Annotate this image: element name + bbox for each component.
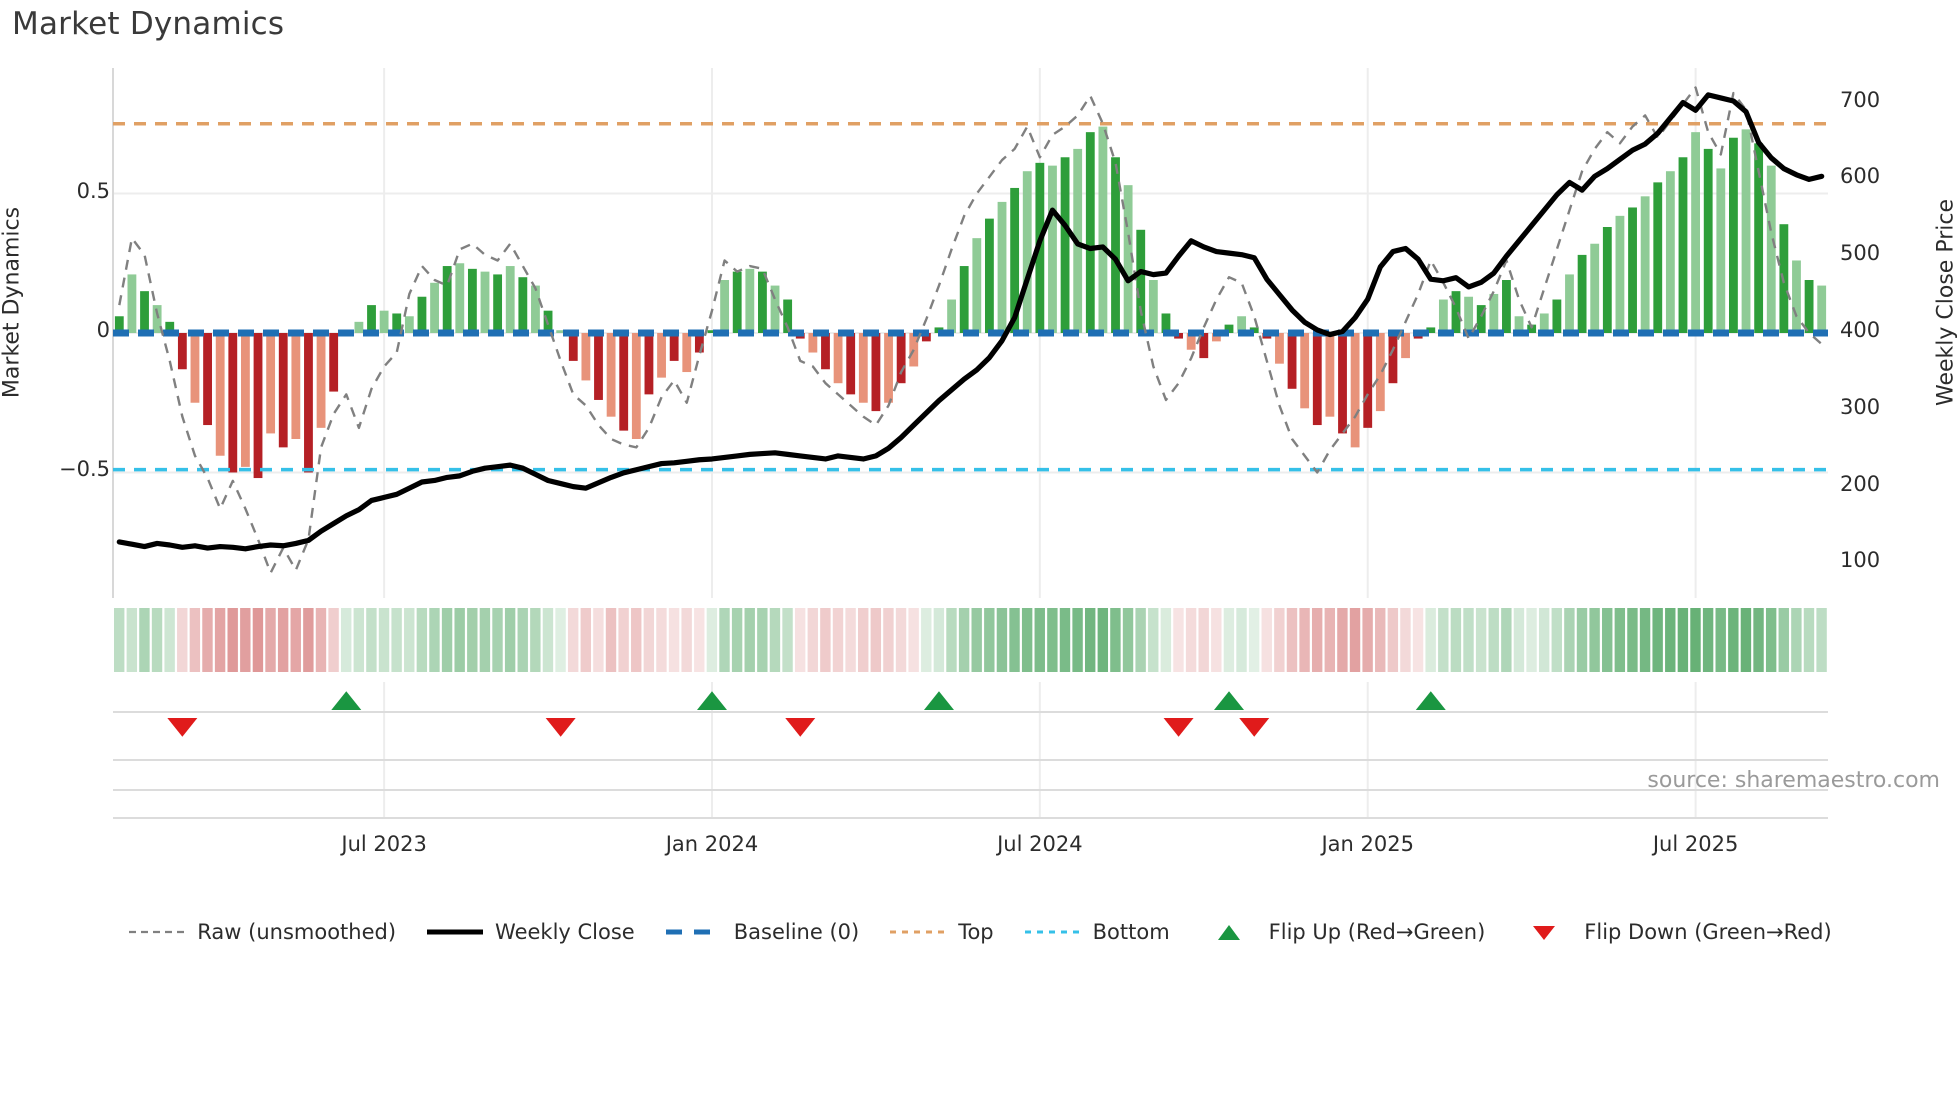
y-axis-left-tick: 0.5 bbox=[76, 178, 110, 203]
legend-item-weekly-close[interactable]: Weekly Close bbox=[426, 920, 635, 944]
legend-label: Bottom bbox=[1092, 920, 1170, 944]
y-axis-right-tick: 500 bbox=[1840, 241, 1881, 266]
legend-label: Raw (unsmoothed) bbox=[197, 920, 397, 944]
legend-label: Weekly Close bbox=[495, 920, 635, 944]
legend-label: Flip Down (Green→Red) bbox=[1584, 920, 1832, 944]
solid-black-line-icon bbox=[426, 922, 484, 942]
dotted-tan-line-icon bbox=[889, 922, 947, 942]
raw-unsmoothed-line bbox=[118, 86, 1823, 575]
y-axis-right-tick: 300 bbox=[1840, 394, 1881, 419]
legend-label: Top bbox=[958, 920, 994, 944]
page-title: Market Dynamics bbox=[12, 6, 285, 42]
legend-item-top[interactable]: Top bbox=[889, 920, 994, 944]
flip-down-marker bbox=[545, 718, 576, 737]
flip-down-marker bbox=[167, 718, 198, 737]
flip-down-marker bbox=[1163, 718, 1194, 737]
red-down-triangle-icon bbox=[1515, 922, 1573, 942]
legend-label: Flip Up (Red→Green) bbox=[1268, 920, 1486, 944]
y-axis-right-tick: 100 bbox=[1840, 548, 1881, 573]
legend-label: Baseline (0) bbox=[733, 920, 860, 944]
flip-markers bbox=[167, 691, 1446, 737]
dotted-cyan-line-icon bbox=[1024, 922, 1082, 942]
y-axis-right-tick: 400 bbox=[1840, 318, 1881, 342]
flip-up-marker bbox=[1415, 691, 1446, 710]
flip-up-marker bbox=[696, 691, 727, 710]
y-axis-right-tick: 200 bbox=[1840, 471, 1881, 496]
flip-up-marker bbox=[923, 691, 954, 710]
x-axis-tick: Jul 2025 bbox=[1652, 832, 1739, 856]
x-axis-tick: Jan 2025 bbox=[1321, 832, 1414, 856]
reference-lines bbox=[113, 122, 1828, 472]
legend-item-raw[interactable]: Raw (unsmoothed) bbox=[128, 920, 396, 944]
regime-heatmap-strip bbox=[114, 608, 1827, 672]
legend-item-flip-up[interactable]: Flip Up (Red→Green) bbox=[1200, 920, 1486, 944]
x-axis-tick: Jul 2023 bbox=[341, 832, 427, 856]
legend-item-flip-down[interactable]: Flip Down (Green→Red) bbox=[1515, 920, 1832, 944]
chart-legend: Raw (unsmoothed) Weekly Close Baseline (… bbox=[0, 920, 1960, 944]
market-dynamics-bars bbox=[114, 126, 1827, 479]
x-axis-tick: Jan 2024 bbox=[665, 832, 759, 856]
flip-down-marker bbox=[785, 718, 816, 737]
y-axis-right-tick: 700 bbox=[1840, 87, 1881, 112]
flip-up-marker bbox=[331, 691, 362, 710]
dashed-gray-line-icon bbox=[128, 922, 186, 942]
flip-up-marker bbox=[1214, 691, 1245, 710]
y-axis-left-tick: −0.5 bbox=[59, 457, 110, 482]
y-axis-left-tick: 0 bbox=[96, 318, 110, 342]
green-up-triangle-icon bbox=[1200, 922, 1258, 942]
y-axis-right-tick: 600 bbox=[1840, 164, 1881, 189]
legend-item-bottom[interactable]: Bottom bbox=[1024, 920, 1170, 944]
legend-item-baseline[interactable]: Baseline (0) bbox=[665, 920, 859, 944]
weekly-close-line bbox=[116, 92, 1825, 552]
flip-down-marker bbox=[1239, 718, 1270, 737]
x-axis-tick: Jul 2024 bbox=[997, 832, 1083, 856]
dashed-blue-line-icon bbox=[665, 922, 723, 942]
source-attribution: source: sharemaestro.com bbox=[1647, 768, 1940, 793]
